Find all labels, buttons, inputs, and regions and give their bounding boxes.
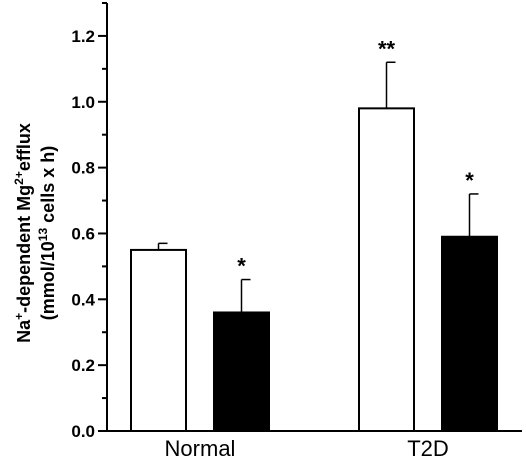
y-tick-label-4: 0.8 [71,159,95,178]
significance-marker-t2d-0: ** [378,36,396,61]
y-axis-label-line1: Na+-dependent Mg2+efflux [12,123,34,343]
y-axis-label: Na+-dependent Mg2+efflux (mmol/1013 cell… [12,123,58,343]
y-tick-label-1: 0.2 [71,356,95,375]
significance-marker-normal-1: * [237,254,246,279]
bar-t2d-1 [441,235,498,432]
bars: **** [130,36,498,433]
x-category-label-t2d: T2D [407,436,449,461]
y-tick-label-6: 1.2 [71,27,95,46]
y-tick-label-5: 1.0 [71,93,95,112]
y-axis-label-line2: (mmol/1013 cells x h) [36,146,58,320]
bar-normal-1 [213,311,270,433]
x-category-label-normal: Normal [165,436,236,461]
y-tick-label-3: 0.6 [71,224,95,243]
bar-t2d-0 [358,107,415,432]
significance-marker-t2d-1: * [465,168,474,193]
y-tick-label-2: 0.4 [71,290,95,309]
bar-normal-0 [130,248,187,432]
y-tick-label-0: 0.0 [71,422,95,441]
